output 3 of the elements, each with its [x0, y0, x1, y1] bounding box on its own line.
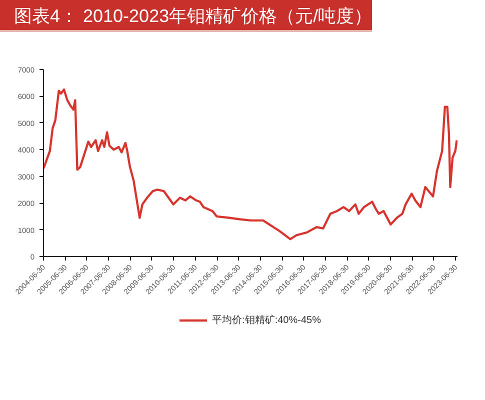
line-series	[44, 88, 458, 240]
legend-label: 平均价:钼精矿:40%-45%	[212, 314, 321, 327]
chart-title: 图表4： 2010-2023年钼精矿价格（元/吨度）	[0, 0, 372, 32]
